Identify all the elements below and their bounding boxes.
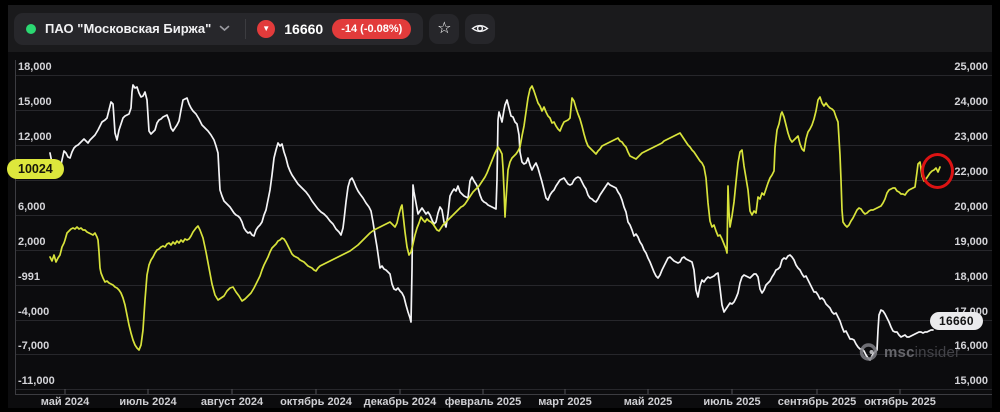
right-axis-label: 20,000 [954, 201, 988, 213]
x-axis-label: июль 2025 [703, 396, 760, 408]
left-axis-label: 12,000 [18, 131, 52, 143]
left-axis-label: 18,000 [18, 61, 52, 73]
divider [245, 18, 247, 39]
right-axis-label: 25,000 [954, 61, 988, 73]
right-axis-label: 23,000 [954, 131, 988, 143]
right-axis-label: 22,000 [954, 166, 988, 178]
x-axis-label: март 2025 [538, 396, 592, 408]
x-axis-label: февраль 2025 [445, 396, 521, 408]
left-axis-label: -7,000 [18, 340, 49, 352]
right-axis-label: 15,000 [954, 375, 988, 387]
left-axis-label: -11,000 [18, 375, 55, 387]
status-dot-icon [26, 23, 36, 34]
left-axis-label: -991 [18, 271, 40, 283]
x-axis-label: октябрь 2025 [864, 396, 936, 408]
right-axis-label: 16,000 [954, 340, 988, 352]
x-axis-label: август 2024 [201, 396, 264, 408]
x-axis-label: декабрь 2024 [364, 396, 437, 408]
left-axis-label: -4,000 [18, 306, 49, 318]
left-axis-label: 15,000 [18, 96, 52, 108]
right-axis-label: 18,000 [954, 271, 988, 283]
left-axis-value-badge: 10024 [7, 159, 64, 179]
price-down-icon: ▼ [257, 19, 276, 38]
watermark-bold-text: msc [884, 344, 915, 361]
annotation-circle [921, 153, 954, 189]
last-price: 16660 [284, 20, 324, 37]
right-axis-label: 19,000 [954, 236, 988, 248]
watch-button[interactable] [465, 13, 496, 44]
eye-icon [471, 24, 490, 33]
change-badge: -14 (-0.08%) [332, 18, 412, 39]
watermark-light-text: insider [914, 344, 961, 361]
x-axis-label: октябрь 2024 [280, 396, 353, 408]
chevron-down-icon[interactable] [219, 25, 230, 32]
watermark-logo-icon [859, 343, 878, 361]
right-axis-label: 24,000 [954, 96, 988, 108]
x-axis-label: сентябрь 2025 [778, 396, 857, 408]
series-right [49, 84, 934, 361]
x-axis-label: май 2024 [41, 396, 90, 408]
left-axis-label: 6,000 [18, 201, 46, 213]
x-axis-label: июль 2024 [119, 396, 177, 408]
x-axis-label: май 2025 [624, 396, 672, 408]
right-axis-value-badge: 16660 [930, 312, 983, 330]
left-axis-label: 2,000 [18, 236, 46, 248]
star-icon: ☆ [437, 19, 452, 37]
header-toolbar: ПАО "Московская Биржа" ▼ 16660 -14 (-0.0… [8, 5, 992, 52]
series-left [49, 85, 941, 351]
watermark: msc insider [858, 342, 960, 363]
app-background [8, 5, 992, 408]
instrument-selector[interactable]: ПАО "Московская Биржа" ▼ 16660 -14 (-0.0… [14, 12, 424, 45]
favorite-button[interactable]: ☆ [429, 13, 460, 44]
instrument-title: ПАО "Московская Биржа" [45, 21, 212, 36]
